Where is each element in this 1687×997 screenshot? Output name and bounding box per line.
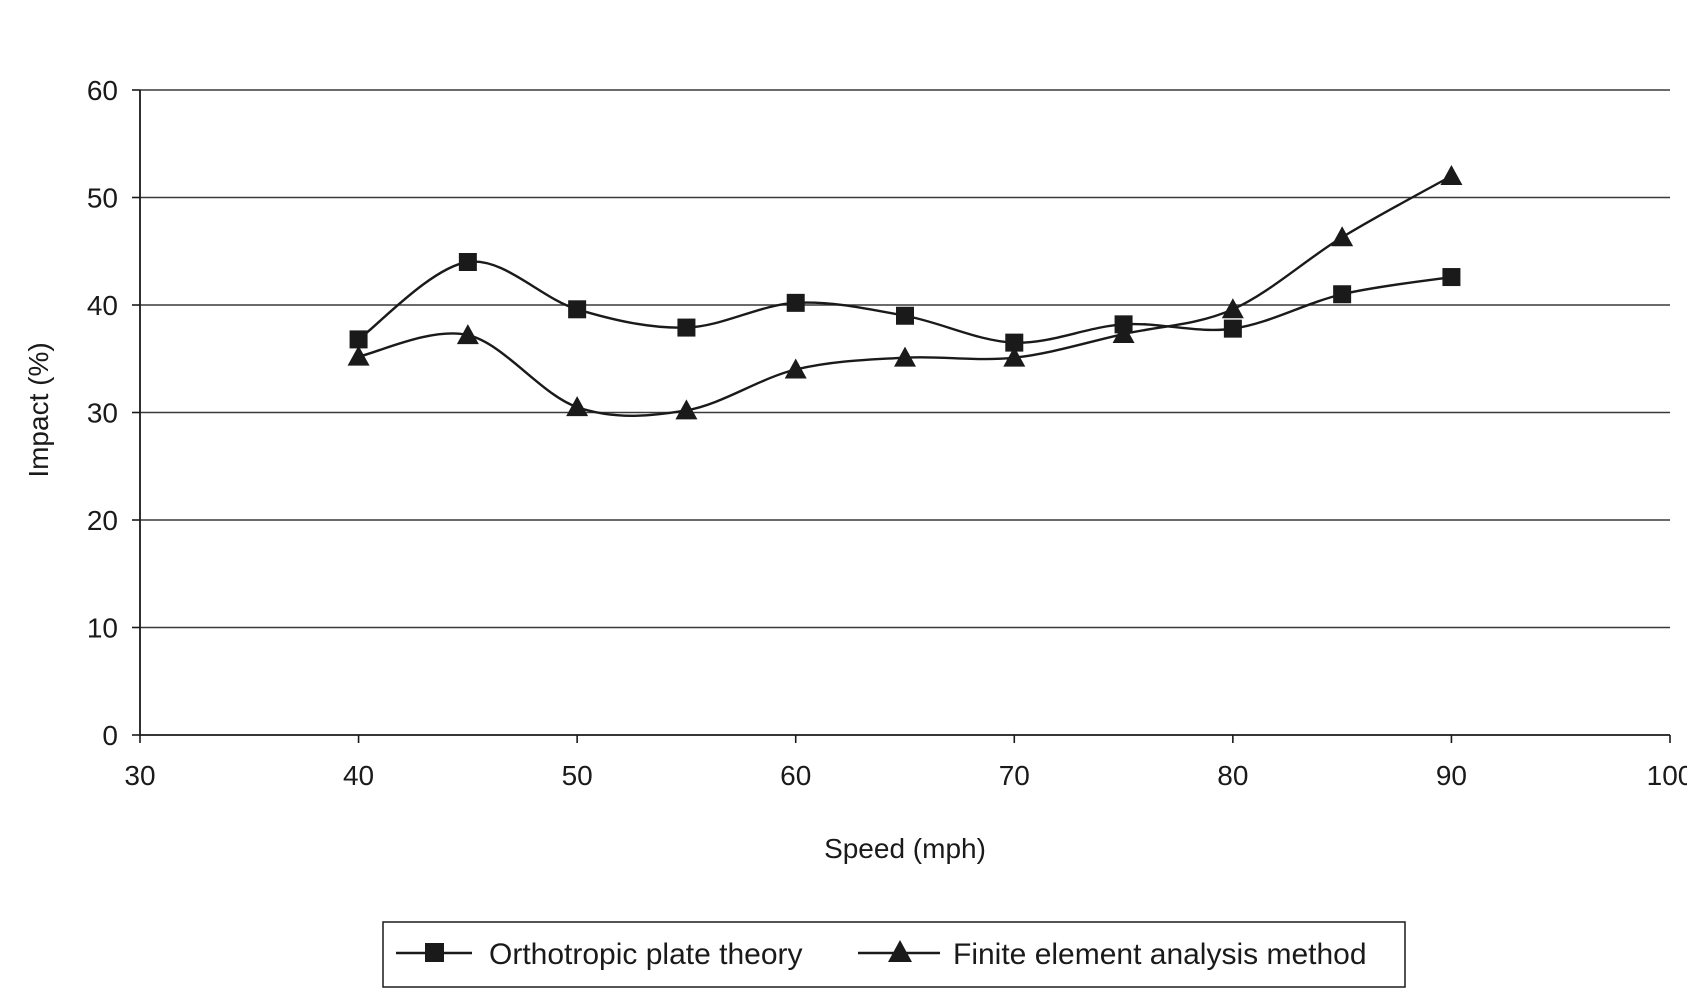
data-point-square bbox=[677, 318, 696, 337]
y-tick-label: 60 bbox=[87, 75, 118, 106]
y-axis-title: Impact (%) bbox=[23, 342, 54, 477]
data-point-square bbox=[568, 300, 587, 319]
y-tick-label: 20 bbox=[87, 505, 118, 536]
data-point-square bbox=[1223, 319, 1242, 338]
data-point-triangle bbox=[894, 346, 916, 367]
data-point-triangle bbox=[456, 324, 479, 345]
y-tick-label: 30 bbox=[87, 398, 118, 429]
x-tick-label: 70 bbox=[999, 760, 1030, 791]
data-point-triangle bbox=[566, 396, 589, 417]
x-axis-title: Speed (mph) bbox=[824, 833, 986, 864]
data-point-square bbox=[1005, 333, 1024, 352]
data-point-square bbox=[896, 306, 914, 325]
x-tick-label: 80 bbox=[1217, 760, 1248, 791]
axes bbox=[132, 89, 1671, 743]
y-tick-label: 0 bbox=[102, 720, 118, 751]
series-1 bbox=[347, 165, 1463, 420]
y-tick-label: 50 bbox=[87, 183, 118, 214]
data-point-square bbox=[786, 293, 805, 312]
triangle-marker-icon bbox=[888, 940, 912, 962]
x-tick-label: 60 bbox=[780, 760, 811, 791]
legend-label-orthotropic: Orthotropic plate theory bbox=[489, 938, 803, 971]
data-point-triangle bbox=[675, 399, 698, 420]
y-tick-label: 10 bbox=[87, 613, 118, 644]
data-point-triangle bbox=[1331, 226, 1354, 247]
gridlines bbox=[140, 89, 1670, 629]
data-point-triangle bbox=[1003, 346, 1026, 367]
x-tick-label: 90 bbox=[1436, 760, 1467, 791]
legend-label-fea: Finite element analysis method bbox=[953, 938, 1367, 971]
x-tick-label: 40 bbox=[343, 760, 374, 791]
data-point-triangle bbox=[1440, 165, 1463, 185]
x-tick-label: 50 bbox=[562, 760, 593, 791]
legend: Orthotropic plate theory Finite element … bbox=[382, 921, 1406, 988]
data-point-triangle bbox=[784, 358, 807, 379]
x-tick-label: 30 bbox=[124, 760, 155, 791]
series-0 bbox=[349, 253, 1461, 352]
series bbox=[347, 165, 1463, 420]
data-point-square bbox=[1442, 268, 1461, 287]
x-tick-labels: 30 40 50 60 70 80 90 100 bbox=[124, 760, 1687, 791]
square-marker-icon bbox=[425, 943, 444, 962]
y-tick-labels: 0 10 20 30 40 50 60 bbox=[87, 75, 118, 751]
data-point-triangle bbox=[1112, 323, 1135, 344]
x-tick-label: 100 bbox=[1647, 760, 1687, 791]
data-point-triangle bbox=[1221, 298, 1244, 319]
data-point-triangle bbox=[347, 345, 370, 366]
data-point-square bbox=[349, 330, 368, 349]
data-point-square bbox=[458, 253, 477, 271]
data-point-square bbox=[1333, 285, 1352, 304]
y-tick-label: 40 bbox=[87, 290, 118, 321]
